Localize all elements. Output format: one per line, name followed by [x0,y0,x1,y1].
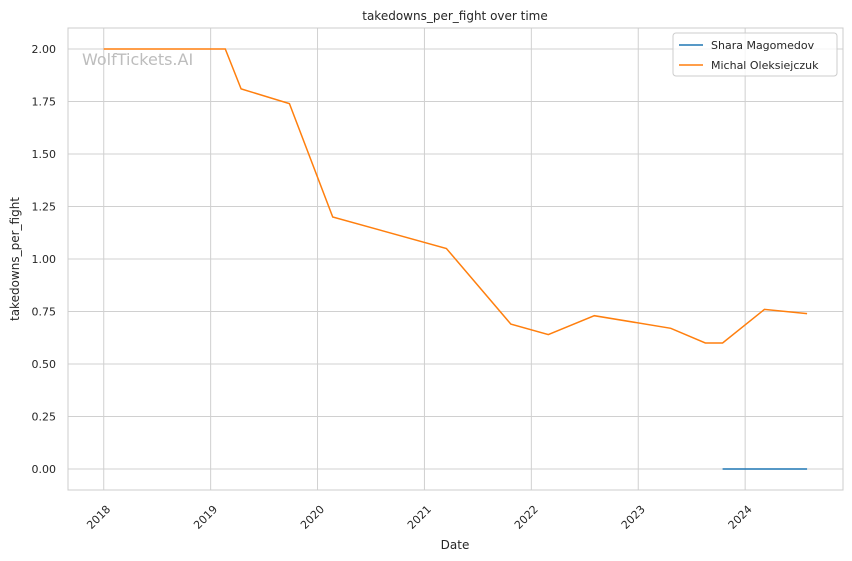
x-tick-label: 2022 [512,503,541,532]
x-tick-label: 2021 [405,503,434,532]
y-tick-label: 0.00 [32,463,57,476]
chart-title: takedowns_per_fight over time [362,9,548,23]
y-tick-label: 0.75 [32,306,57,319]
legend-label-michal: Michal Oleksiejczuk [711,59,819,72]
x-tick-label: 2023 [619,503,648,532]
y-axis-label: takedowns_per_fight [8,197,22,321]
series-line-1 [103,48,808,344]
x-tick-label: 2024 [726,503,755,532]
y-tick-label: 1.50 [32,148,57,161]
y-tick-label: 0.25 [32,411,57,424]
y-tick-label: 1.00 [32,253,57,266]
y-tick-label: 1.25 [32,201,57,214]
x-tick-label: 2018 [84,503,113,532]
plot-frame [67,27,844,491]
watermark: WolfTickets.AI [82,50,193,69]
y-tick-label: 2.00 [32,43,57,56]
legend: Shara Magomedov Michal Oleksiejczuk [672,32,838,77]
x-tick-label: 2020 [298,503,327,532]
x-axis-label: Date [441,538,470,552]
legend-label-shara: Shara Magomedov [711,39,815,52]
y-tick-label: 1.75 [32,96,57,109]
x-tick-label: 2019 [191,503,220,532]
y-tick-label: 0.50 [32,358,57,371]
